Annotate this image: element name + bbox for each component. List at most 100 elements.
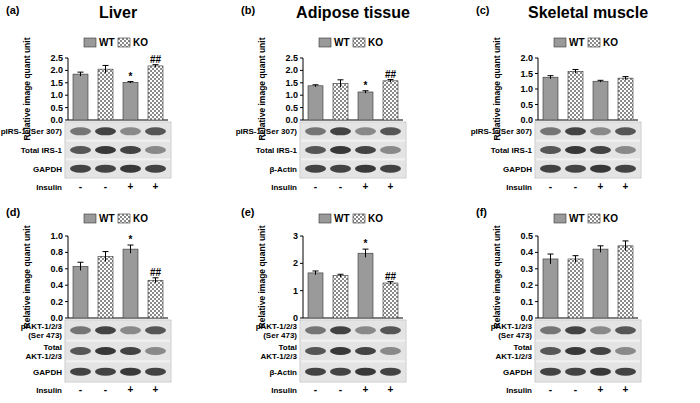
blot-band [540, 146, 561, 154]
blot-strip [66, 321, 170, 340]
x-label: Insulin [271, 386, 297, 395]
x-tick-label: + [363, 181, 369, 192]
blot-band [590, 146, 611, 154]
blot-band [330, 165, 351, 173]
legend-label: KO [603, 37, 618, 48]
y-tick [65, 95, 68, 96]
blot-band [70, 347, 91, 355]
legend-swatch [353, 38, 365, 47]
bar [358, 92, 373, 120]
y-tick-label: 1.0 [285, 90, 298, 100]
blot-band [540, 368, 561, 376]
x-tick-label: - [104, 384, 107, 395]
legend-label: KO [603, 213, 618, 224]
bar [568, 259, 583, 318]
x-tick-label: - [574, 181, 577, 192]
blot-band [565, 146, 586, 154]
marks [543, 241, 633, 318]
bar [568, 71, 583, 120]
y-tick [535, 89, 538, 90]
error-cap [598, 80, 604, 81]
error-line [600, 246, 601, 253]
y-tick-label: 2 [293, 258, 298, 268]
blot-frame [300, 320, 406, 382]
x-label: Insulin [506, 183, 532, 192]
y-tick-label: 0.5 [520, 100, 533, 110]
blot-band [305, 326, 326, 334]
blot-label: Total [43, 343, 62, 352]
blot-label: pAKT-1/2/3 [21, 322, 63, 331]
y-tick [535, 120, 538, 121]
blot-label: GAPDH [33, 368, 62, 377]
y-tick-label: 0.1 [520, 297, 533, 307]
blot-band [565, 347, 586, 355]
y-tick-label: 2.0 [50, 65, 63, 75]
error-bar [103, 252, 109, 262]
title: Liver [99, 4, 137, 21]
error-cap [598, 245, 604, 246]
x-tick-label: + [388, 384, 394, 395]
error-cap [338, 79, 344, 80]
y-tick [300, 318, 303, 319]
marks [73, 65, 163, 120]
blot-band [615, 326, 636, 334]
error-cap [313, 84, 319, 85]
y-tick [300, 107, 303, 108]
error-bar [388, 282, 394, 285]
x-tick-label: - [314, 384, 317, 395]
panel: (e)WTKO0123Relative image quant unit*##p… [241, 206, 406, 395]
blot-label: Total IRS-1 [256, 146, 298, 155]
bar [543, 77, 558, 120]
x-label: Insulin [36, 183, 62, 192]
panel-label: (b) [241, 4, 255, 16]
bar [333, 84, 348, 120]
y-tick-label: 1.5 [50, 78, 63, 88]
y-tick-label: 0.6 [50, 264, 63, 274]
y-tick [65, 58, 68, 59]
blot-band [355, 146, 376, 154]
x-tick-label: - [339, 181, 342, 192]
panel: (a)LiverWTKO0.00.51.01.52.02.5Relative i… [1, 4, 171, 192]
marks [73, 245, 163, 318]
y-tick [535, 58, 538, 59]
blot-band [540, 347, 561, 355]
blot-band [145, 146, 166, 154]
blot-band [305, 347, 326, 355]
bar [308, 273, 323, 318]
y-tick-label: 0.5 [285, 103, 298, 113]
blot-strip [66, 160, 170, 177]
blot-label: GAPDH [503, 368, 532, 377]
blot-label: pIRS-1 (Ser 307) [471, 127, 533, 136]
blot-strip [536, 160, 640, 177]
error-bar [338, 80, 344, 87]
y-tick [535, 104, 538, 105]
blot-frame [65, 320, 171, 382]
error-line [575, 256, 576, 263]
y-axis [303, 236, 304, 318]
y-tick [300, 263, 303, 264]
x-tick-label: + [363, 384, 369, 395]
blot-band [590, 326, 611, 334]
error-line [365, 249, 366, 257]
y-tick-label: 0.5 [520, 231, 533, 241]
x-tick-label: - [79, 384, 82, 395]
error-cap [548, 254, 554, 255]
significance: * [364, 80, 368, 91]
y-tick-label: 1 [293, 286, 298, 296]
significance: * [129, 71, 133, 82]
marks [308, 249, 398, 318]
y-tick [535, 73, 538, 74]
bar [148, 66, 163, 120]
blot-band [380, 165, 401, 173]
bar [333, 276, 348, 318]
y-axis [68, 236, 69, 318]
y-tick-label: 2.0 [285, 65, 298, 75]
y-label: Relative image quant unit [492, 225, 502, 328]
blot-band [355, 165, 376, 173]
x-tick-label: - [574, 384, 577, 395]
blot-band [565, 326, 586, 334]
error-line [130, 245, 131, 253]
blot-band [540, 127, 561, 135]
y-tick [65, 82, 68, 83]
blot-band [70, 165, 91, 173]
